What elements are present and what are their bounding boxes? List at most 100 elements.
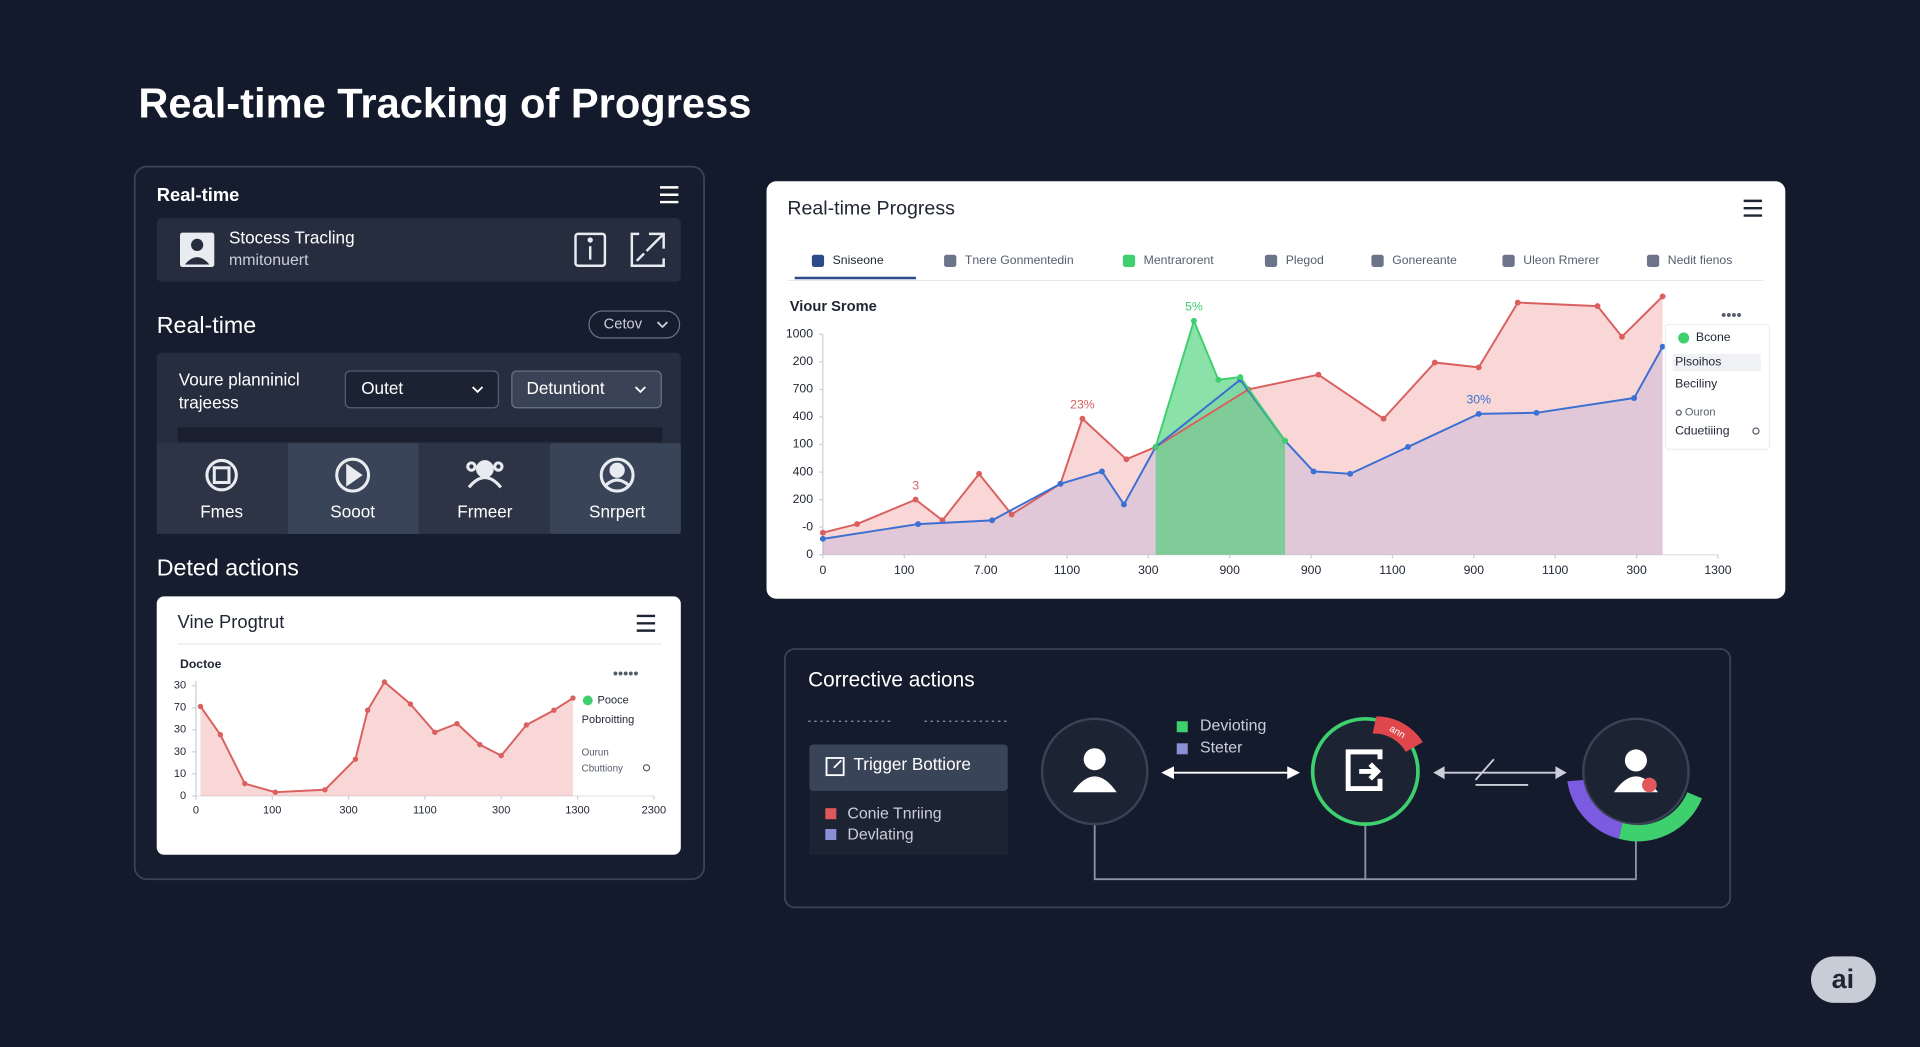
data-point: [1152, 444, 1159, 450]
tab-icon: [1122, 254, 1136, 267]
tab-icon: [1502, 254, 1515, 267]
dropdown-label: Outet: [361, 378, 403, 398]
chart-title: Real-time Progress: [787, 198, 955, 220]
corrective-panel: Corrective actions Trigger Bottiore Coni…: [783, 648, 1732, 909]
tab-icon: [944, 254, 957, 267]
button-icon: [825, 757, 845, 777]
action-icon: [1345, 749, 1383, 792]
annotation: 5%: [1185, 300, 1203, 314]
legend-toggle[interactable]: [1752, 427, 1760, 435]
trigger-button[interactable]: [809, 744, 1008, 792]
dropdown[interactable]: [511, 370, 662, 409]
x-tick-label: 900: [1464, 563, 1485, 577]
progress-track: [177, 427, 663, 443]
tile[interactable]: [418, 443, 550, 534]
page-title: Real-time Tracking of Progress: [138, 80, 751, 127]
node[interactable]: [1040, 717, 1149, 826]
data-point: [454, 720, 460, 727]
data-point: [1533, 409, 1540, 416]
data-point: [1659, 343, 1666, 350]
x-tick-label: 7.00: [974, 563, 998, 577]
card-title: Stocess Tracling: [229, 227, 355, 247]
tab-label[interactable]: Gonereante: [1392, 253, 1457, 267]
list-item: Conie Tnriing: [847, 806, 941, 823]
data-point: [1123, 456, 1130, 463]
arrow: [1433, 758, 1567, 786]
tracking-card[interactable]: [156, 217, 681, 282]
data-point: [1431, 359, 1438, 366]
legend-swatch: [582, 695, 593, 706]
select-pill[interactable]: [588, 310, 681, 339]
chevron: [472, 386, 484, 394]
menu-icon[interactable]: [660, 186, 679, 204]
legend-swatch: [1176, 721, 1188, 733]
data-point: [912, 496, 919, 503]
data-point: [570, 695, 576, 701]
x-tick-label: 100: [894, 563, 915, 577]
data-point: [1237, 374, 1244, 381]
tab-label[interactable]: Sniseone: [833, 253, 884, 267]
legend-toggle[interactable]: [642, 764, 651, 772]
data-point: [498, 752, 504, 759]
section-heading: Deted actions: [157, 555, 299, 581]
ring-segment: [1567, 780, 1623, 839]
tab-label[interactable]: Mentrarorent: [1144, 253, 1215, 267]
data-point: [352, 756, 359, 762]
more-dots[interactable]: •••••: [613, 667, 639, 683]
x-tick-label: 300: [339, 805, 357, 817]
tab-label[interactable]: Nedit fienos: [1668, 253, 1733, 267]
select-label: Cetov: [604, 316, 643, 332]
info-icon[interactable]: [574, 232, 607, 267]
data-point: [915, 521, 922, 528]
series-area: [200, 681, 573, 796]
data-point: [1215, 376, 1222, 383]
tab-icon: [1264, 254, 1278, 267]
section-heading: Real-time: [157, 312, 256, 338]
y-tick-label: 700: [793, 382, 814, 396]
y-tick-label: -0: [802, 519, 813, 533]
data-point: [364, 707, 371, 713]
data-point: [1190, 317, 1197, 324]
y-tick-label: 30: [174, 680, 186, 692]
data-point: [477, 741, 483, 748]
series-line: [199, 681, 574, 794]
tile[interactable]: [549, 443, 681, 534]
tab-bar: Sniseone Tnere Gonmentedin Mentrarorent Ple…: [811, 253, 1733, 267]
legend-label: Ouron: [1685, 407, 1716, 419]
y-tick-label: 0: [180, 790, 186, 802]
tab-icon: [811, 254, 825, 267]
legend-label: Steter: [1200, 739, 1243, 756]
x-tick-label: 1100: [413, 805, 437, 817]
data-point: [322, 787, 328, 793]
planning-label: trajeess: [179, 393, 239, 413]
tile-label: Fmes: [200, 502, 243, 522]
x-tick-label: 900: [1301, 563, 1322, 577]
legend-label: Cbuttiony: [582, 764, 623, 775]
tab-label[interactable]: Tnere Gonmentedin: [965, 253, 1074, 267]
data-point: [1099, 468, 1105, 475]
legend-label: Devioting: [1200, 717, 1266, 734]
more-dots[interactable]: ••••: [1721, 308, 1742, 324]
data-point: [819, 529, 826, 536]
menu-icon[interactable]: [636, 614, 656, 632]
y-tick-label: 30: [174, 724, 186, 736]
node[interactable]: [1582, 717, 1690, 826]
data-point: [1631, 395, 1638, 401]
data-point: [551, 707, 557, 713]
legend-swatch: [1678, 332, 1690, 344]
tab-label[interactable]: Plegod: [1286, 253, 1324, 267]
annotation: 23%: [1070, 397, 1095, 411]
data-point: [197, 703, 204, 710]
expand-icon[interactable]: [630, 232, 665, 267]
x-tick-label: 1300: [1704, 563, 1731, 577]
chevron: [656, 321, 668, 329]
y-tick-label: 400: [793, 464, 814, 478]
menu-icon[interactable]: [1743, 199, 1763, 217]
data-point: [1347, 470, 1354, 477]
tab-label[interactable]: Uleon Rmerer: [1523, 253, 1599, 267]
dropdown[interactable]: [344, 370, 499, 409]
data-point: [1380, 415, 1387, 422]
y-tick-label: 10: [174, 768, 186, 780]
data-point: [1310, 468, 1317, 475]
